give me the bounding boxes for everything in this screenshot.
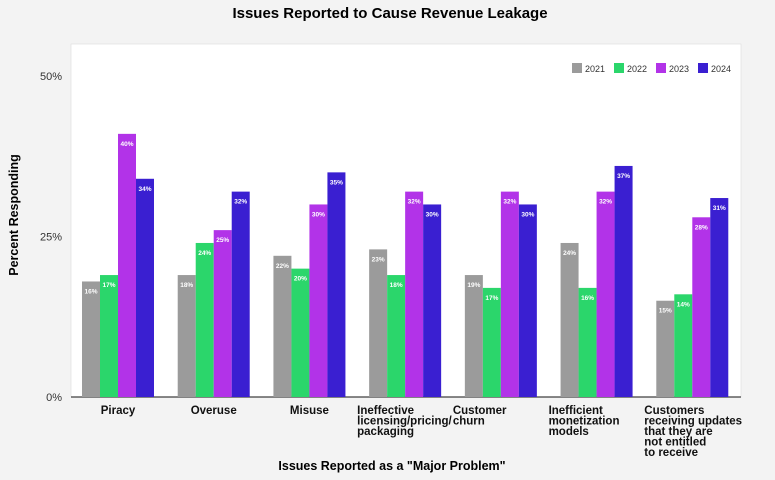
bar-2022-7 <box>674 294 693 397</box>
legend-swatch-2024 <box>698 63 708 73</box>
bar-value-label: 30% <box>521 211 534 218</box>
bar-value-label: 17% <box>102 282 115 289</box>
bar-2022-3 <box>291 268 310 397</box>
bar-2023-2 <box>213 230 232 397</box>
bar-2024-5 <box>518 204 537 397</box>
x-axis-title: Issues Reported as a "Major Problem" <box>278 459 505 473</box>
bar-2021-3 <box>273 255 292 397</box>
x-category-line: licensing/pricing/ <box>357 416 452 428</box>
bar-2024-4 <box>423 204 442 397</box>
x-category-line: churn <box>453 416 485 428</box>
bar-value-label: 23% <box>372 256 385 263</box>
bar-value-label: 18% <box>390 282 403 289</box>
bar-value-label: 24% <box>563 250 576 257</box>
x-category-line: Misuse <box>290 405 329 417</box>
legend-swatch-2023 <box>656 63 666 73</box>
bar-value-label: 24% <box>198 250 211 257</box>
bar-2023-3 <box>309 204 328 397</box>
bar-2021-6 <box>560 242 579 397</box>
bar-2023-5 <box>500 191 519 397</box>
bar-2024-3 <box>327 172 346 397</box>
bar-2024-7 <box>710 198 729 397</box>
bar-value-label: 32% <box>408 199 421 206</box>
bar-value-label: 30% <box>426 211 439 218</box>
bar-2021-2 <box>177 275 196 397</box>
bar-2022-1 <box>100 275 118 397</box>
bar-2023-7 <box>692 217 711 397</box>
bar-value-label: 16% <box>84 288 97 295</box>
bar-2021-7 <box>656 300 675 397</box>
bar-2022-4 <box>387 275 406 397</box>
bar-value-label: 40% <box>120 141 133 148</box>
bar-2023-4 <box>405 191 424 397</box>
bar-2022-2 <box>195 242 214 397</box>
bar-2021-1 <box>82 281 100 397</box>
bar-value-label: 31% <box>713 205 726 212</box>
bar-value-label: 19% <box>467 282 480 289</box>
x-category-label: Customer churn <box>453 405 507 428</box>
bar-value-label: 15% <box>659 308 672 315</box>
x-category-line: packaging <box>357 426 414 438</box>
legend-label-2023: 2023 <box>669 64 689 74</box>
legend-swatch-2021 <box>572 63 582 73</box>
y-tick-label: 50% <box>40 71 62 83</box>
bar-2023-1 <box>118 133 136 397</box>
x-category-label: Inefficient monetization models <box>549 405 620 438</box>
x-category-line: that they are <box>644 426 712 438</box>
bar-2024-1 <box>136 178 154 397</box>
bar-2024-6 <box>614 165 633 397</box>
bar-2021-5 <box>464 275 483 397</box>
x-category-line: Ineffective <box>357 405 414 417</box>
bar-2021-4 <box>369 249 388 397</box>
x-category-line: Customer <box>453 405 507 417</box>
x-category-line: Piracy <box>101 405 136 417</box>
bar-2023-6 <box>596 191 615 397</box>
legend-label-2024: 2024 <box>711 64 731 74</box>
y-tick-label: 25% <box>40 232 62 244</box>
x-category-line: receiving updates <box>644 416 742 428</box>
bar-value-label: 14% <box>677 301 690 308</box>
x-category-label: Misuse <box>290 405 329 417</box>
bar-2022-5 <box>482 287 501 397</box>
bar-value-label: 20% <box>294 276 307 283</box>
bar-value-label: 34% <box>138 186 151 193</box>
y-axis-title: Percent Responding <box>7 154 21 276</box>
legend-label-2021: 2021 <box>585 64 605 74</box>
x-category-line: to receive <box>644 447 698 459</box>
bar-2022-6 <box>578 287 597 397</box>
x-category-line: not entitled <box>644 437 706 449</box>
bar-value-label: 22% <box>276 263 289 270</box>
bar-value-label: 32% <box>599 199 612 206</box>
bar-value-label: 35% <box>330 179 343 186</box>
bar-2024-2 <box>231 191 250 397</box>
x-category-line: models <box>549 426 589 438</box>
bar-value-label: 25% <box>216 237 229 244</box>
x-category-label: Ineffective licensing/pricing/packaging <box>357 405 452 438</box>
x-category-label: Piracy <box>101 405 136 417</box>
x-category-line: Customers <box>644 405 704 417</box>
chart-title: Issues Reported to Cause Revenue Leakage <box>232 5 547 22</box>
bar-value-label: 16% <box>581 295 594 302</box>
bar-value-label: 30% <box>312 211 325 218</box>
legend-label-2022: 2022 <box>627 64 647 74</box>
x-category-label: Customers receiving updates that they are n… <box>644 405 742 459</box>
bar-value-label: 28% <box>695 224 708 231</box>
bar-value-label: 17% <box>485 295 498 302</box>
x-category-line: monetization <box>549 416 620 428</box>
x-category-label: Overuse <box>191 405 237 417</box>
bar-value-label: 32% <box>234 199 247 206</box>
y-tick-label: 0% <box>46 392 62 404</box>
bar-value-label: 18% <box>180 282 193 289</box>
bar-value-label: 37% <box>617 173 630 180</box>
x-category-line: Inefficient <box>549 405 603 417</box>
x-category-line: Overuse <box>191 405 237 417</box>
legend-swatch-2022 <box>614 63 624 73</box>
bar-value-label: 32% <box>503 199 516 206</box>
